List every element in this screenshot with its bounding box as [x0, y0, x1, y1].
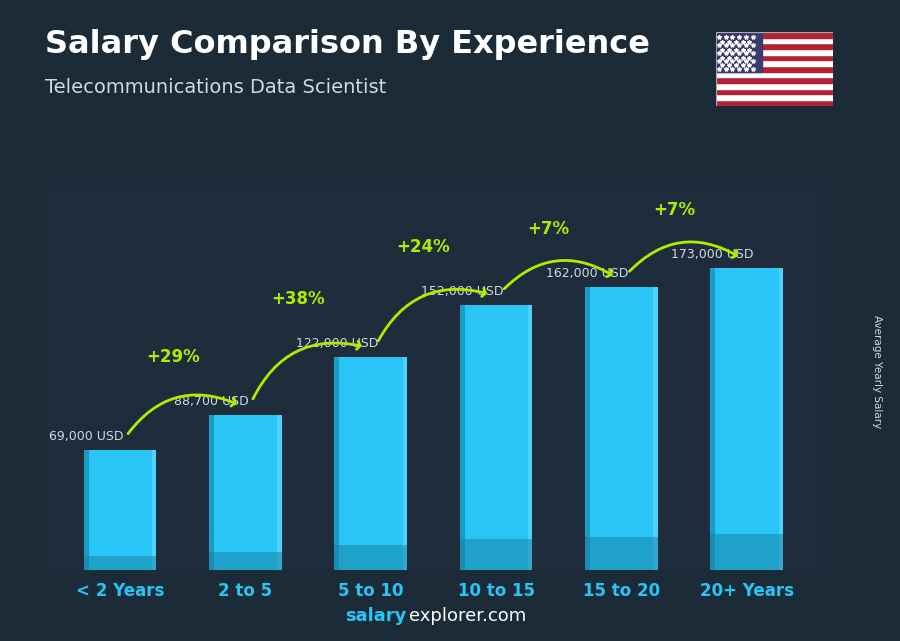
Bar	[716, 32, 832, 38]
Text: 152,000 USD: 152,000 USD	[421, 285, 503, 298]
Bar	[716, 78, 832, 83]
Text: Salary Comparison By Experience: Salary Comparison By Experience	[45, 29, 650, 60]
Bar	[710, 534, 783, 570]
Text: 122,000 USD: 122,000 USD	[296, 337, 378, 350]
Bar	[716, 60, 832, 66]
Bar	[402, 357, 407, 570]
Bar	[84, 556, 157, 570]
Bar	[209, 415, 282, 570]
Bar	[277, 415, 282, 570]
Text: Telecommunications Data Scientist: Telecommunications Data Scientist	[45, 78, 386, 97]
Bar	[716, 32, 762, 72]
Bar	[716, 54, 832, 60]
Bar	[209, 415, 214, 570]
Text: Average Yearly Salary: Average Yearly Salary	[872, 315, 883, 428]
Bar	[710, 268, 783, 570]
Text: 88,700 USD: 88,700 USD	[175, 395, 249, 408]
Text: 173,000 USD: 173,000 USD	[671, 248, 754, 261]
Text: +7%: +7%	[652, 201, 695, 219]
Bar	[528, 304, 532, 570]
Text: salary: salary	[346, 607, 407, 625]
Text: explorer.com: explorer.com	[410, 607, 526, 625]
Bar	[716, 66, 832, 72]
Text: +29%: +29%	[146, 349, 200, 367]
Bar	[335, 357, 407, 570]
Bar	[716, 72, 832, 78]
Bar	[460, 304, 464, 570]
Text: 162,000 USD: 162,000 USD	[546, 267, 628, 280]
Bar	[716, 38, 832, 44]
Bar	[209, 552, 282, 570]
Bar	[460, 538, 532, 570]
Bar	[716, 83, 832, 88]
Bar	[716, 88, 832, 94]
Bar	[716, 49, 832, 54]
Bar	[716, 94, 832, 100]
Bar	[585, 537, 658, 570]
Text: +24%: +24%	[397, 238, 450, 256]
Text: +7%: +7%	[527, 221, 570, 238]
Bar	[778, 268, 783, 570]
Bar	[653, 287, 658, 570]
Bar	[585, 287, 590, 570]
Text: 69,000 USD: 69,000 USD	[50, 430, 123, 443]
Bar	[460, 304, 532, 570]
Bar	[716, 100, 832, 106]
Bar	[335, 545, 407, 570]
Bar	[84, 450, 89, 570]
Text: +38%: +38%	[271, 290, 325, 308]
Bar	[335, 357, 339, 570]
Bar	[585, 287, 658, 570]
Bar	[716, 44, 832, 49]
Bar	[152, 450, 157, 570]
Bar	[710, 268, 716, 570]
Bar	[84, 450, 157, 570]
